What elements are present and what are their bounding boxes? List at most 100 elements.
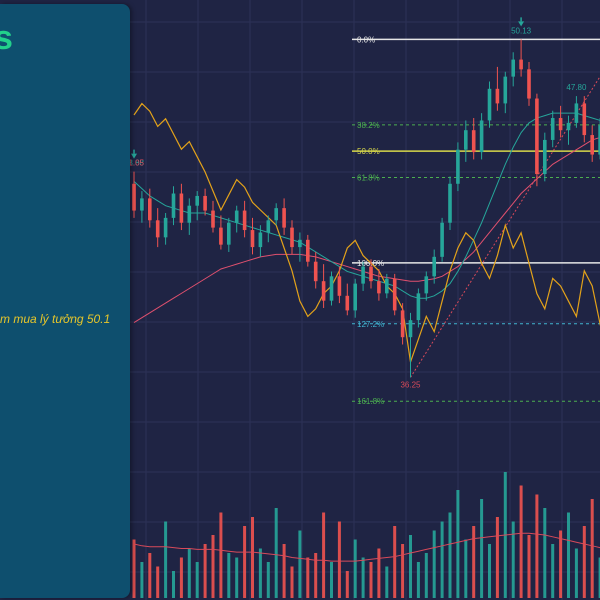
slow-moving-average-line [133,137,600,324]
candle-body [140,198,144,211]
volume-bar [227,553,231,598]
candle-body [495,88,500,104]
candle-body [511,59,515,77]
candle-body [234,210,239,223]
candle-body [598,125,600,155]
volume-bar [164,521,168,598]
volume-bar [243,526,247,598]
volume-bar [353,539,357,598]
volume-bar [464,539,468,598]
candle-body [590,135,594,155]
candle-body [464,130,468,150]
volume-bar [456,490,460,598]
candle-body [155,220,160,238]
volume-bar [480,499,484,598]
volume-bar [148,553,152,598]
price-label: 43.88 [124,159,145,168]
candle-body [298,239,302,248]
volume-bar [290,566,294,598]
volume-bar [551,544,555,598]
volume-bar [314,553,318,598]
volume-bar [519,485,523,598]
candle-body [487,88,492,121]
volume-bar [322,512,326,598]
fib-level-label: 127.2% [357,320,384,329]
volume-bar [195,562,199,598]
candle-body [456,149,460,184]
volume-bar [385,566,389,598]
candle-body [274,208,278,221]
candle-body [566,122,571,131]
volume-bar [140,562,144,598]
candle-body [479,120,484,153]
volume-bar [211,535,215,598]
volume-bar [258,548,262,598]
fib-level-label: 161.8% [357,397,384,406]
candle-body [400,310,405,338]
volume-bar [543,508,547,598]
candle-body [148,198,152,221]
volume-bar [527,535,531,598]
volume-bar [179,557,183,598]
volume-bar [369,562,373,598]
candle-body [440,222,444,257]
candle-body [313,261,318,282]
candle-body [543,139,547,175]
candle-body [163,217,168,238]
price-label: 36.25 [400,380,421,389]
volume-bar [172,571,175,598]
candle-body [242,210,247,231]
fib-level-label: 61.8% [357,173,380,182]
volume-bars [132,472,600,598]
candle-body [369,266,373,282]
candle-body [385,278,389,294]
candle-body [132,183,136,211]
candle-body [219,227,223,245]
candle-body [171,193,176,218]
fib-level-label: 38.2% [357,121,380,130]
candle-body [550,118,555,140]
volume-bar [298,530,302,598]
volume-bar [274,508,278,598]
volume-bar [393,526,397,598]
volume-bar [266,562,270,598]
candle-body [345,295,350,311]
candle-body [290,227,294,248]
candle-body [392,278,397,311]
candlestick-series[interactable] [132,39,600,378]
volume-bar [377,548,381,598]
fibonacci-retracement[interactable]: 0.0%38.2%50.0%61.8%100.0%127.2%161.8% [352,35,600,406]
volume-bar [306,557,310,598]
fib-level-label: 50.0% [357,147,380,156]
volume-bar [582,526,586,598]
volume-bar [448,512,452,598]
volume-bar [330,562,333,598]
volume-bar [203,544,207,598]
candle-body [227,222,231,245]
candle-body [361,266,365,284]
candle-body [574,103,579,123]
candle-body [250,230,255,248]
volume-bar [472,526,476,598]
volume-bar [424,553,428,598]
candle-body [282,208,286,228]
volume-bar [156,566,160,598]
volume-bar [361,557,365,598]
down-arrow-icon [518,21,525,27]
volume-bar [567,512,570,598]
info-panel: s m mua lý tưởng 50.1 [0,4,130,598]
volume-bar [416,562,420,598]
candle-body [353,283,357,311]
volume-bar [535,494,539,598]
volume-bar [488,544,491,598]
volume-bar [235,557,239,598]
volume-bar [598,557,600,598]
candle-body [203,195,207,211]
volume-bar [440,521,444,598]
volume-bar [432,530,436,598]
volume-sma-line [133,532,600,562]
candle-body [187,205,192,223]
volume-bar [511,521,515,598]
